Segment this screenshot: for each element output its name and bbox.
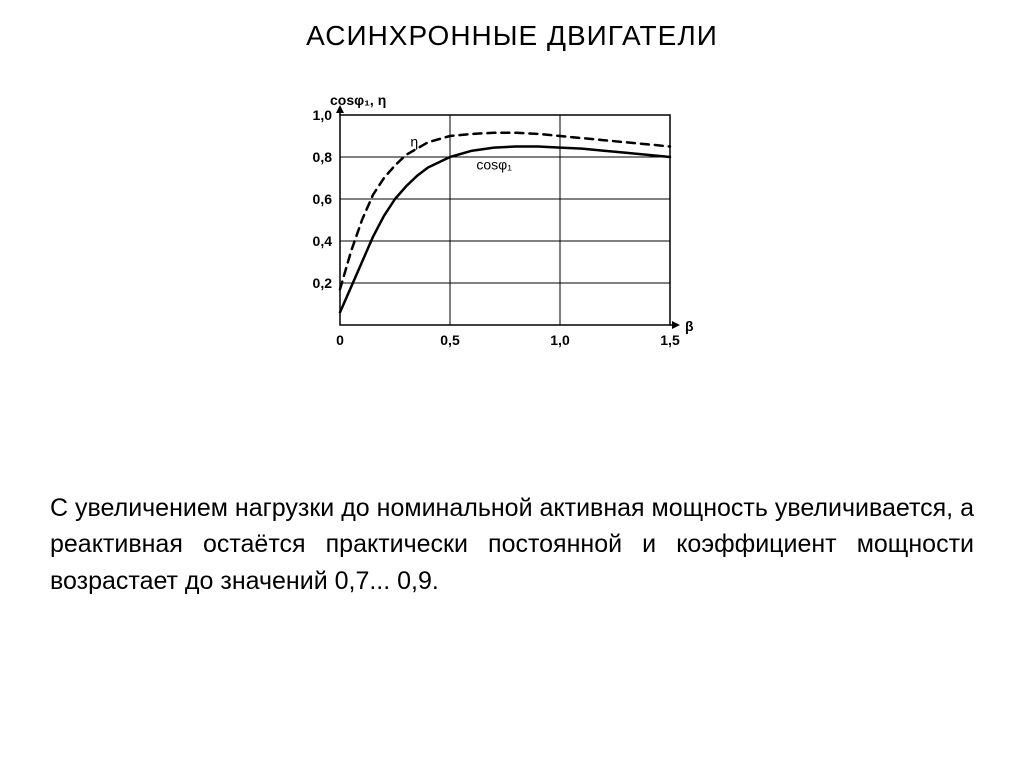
page-title: АСИНХРОННЫЕ ДВИГАТЕЛИ [0, 20, 1024, 52]
body-paragraph: С увеличением нагрузки до номинальной ак… [50, 490, 974, 599]
svg-text:0,6: 0,6 [313, 191, 333, 207]
svg-text:0,2: 0,2 [313, 275, 333, 291]
svg-text:0,8: 0,8 [313, 149, 333, 165]
line-chart: 00,51,01,50,20,40,60,81,0cosφ₁, ηβηcosφ₁ [280, 85, 720, 365]
svg-text:0,5: 0,5 [440, 332, 460, 348]
svg-text:β: β [685, 318, 694, 334]
svg-text:cosφ₁, η: cosφ₁, η [330, 92, 386, 108]
chart-container: 00,51,01,50,20,40,60,81,0cosφ₁, ηβηcosφ₁ [280, 85, 720, 365]
svg-text:0,4: 0,4 [313, 233, 333, 249]
svg-text:1,5: 1,5 [660, 332, 680, 348]
svg-text:0: 0 [336, 332, 344, 348]
svg-text:1,0: 1,0 [550, 332, 570, 348]
svg-text:cosφ₁: cosφ₁ [476, 157, 512, 173]
svg-text:1,0: 1,0 [313, 107, 333, 123]
svg-text:η: η [410, 134, 418, 150]
